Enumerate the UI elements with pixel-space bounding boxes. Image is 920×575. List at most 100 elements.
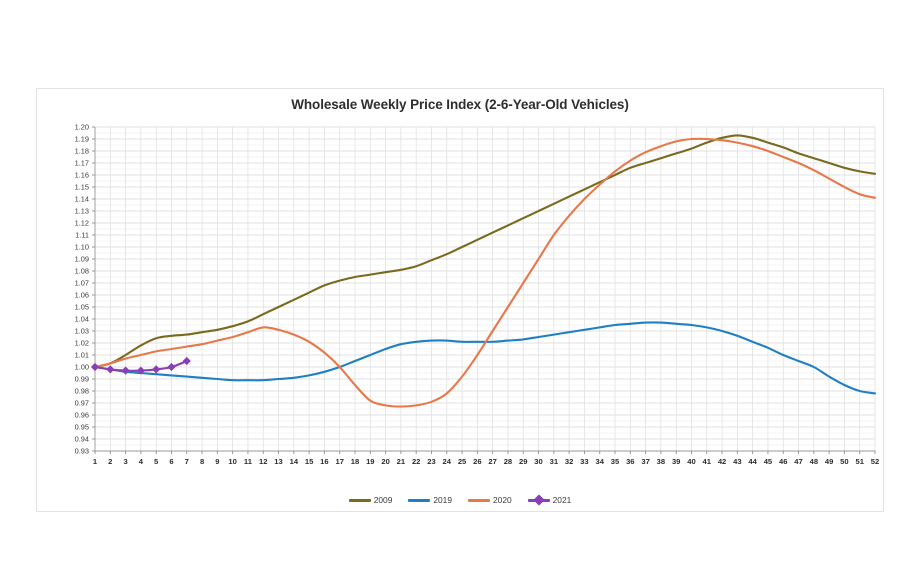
x-tick-label: 9 xyxy=(215,457,219,466)
legend-swatch-icon xyxy=(527,493,550,506)
series-marker-2021 xyxy=(152,365,161,374)
series-marker-2021 xyxy=(90,362,100,372)
x-tick-label: 24 xyxy=(443,457,452,466)
y-tick-label: 1.02 xyxy=(75,339,89,348)
x-tick-label: 37 xyxy=(641,457,649,466)
legend-label: 2021 xyxy=(552,495,572,505)
legend-label: 2020 xyxy=(493,495,512,505)
y-tick-label: 1.01 xyxy=(75,351,89,360)
x-tick-label: 29 xyxy=(519,457,527,466)
x-tick-label: 10 xyxy=(228,457,236,466)
x-tick-label: 46 xyxy=(779,457,787,466)
series-marker-2021 xyxy=(182,356,191,366)
legend-item-2020[interactable]: 2020 xyxy=(468,495,512,505)
x-tick-label: 18 xyxy=(351,457,359,466)
legend-item-2009[interactable]: 2009 xyxy=(348,495,392,505)
x-tick-label: 32 xyxy=(565,457,573,466)
x-tick-label: 3 xyxy=(123,457,127,466)
x-tick-label: 13 xyxy=(274,457,282,466)
x-tick-label: 43 xyxy=(733,457,741,466)
x-tick-label: 50 xyxy=(840,457,848,466)
x-tick-label: 35 xyxy=(611,457,620,466)
vertical-gridlines xyxy=(94,127,876,451)
x-tick-label: 44 xyxy=(748,457,757,466)
x-tick-label: 27 xyxy=(488,457,496,466)
axis-lines xyxy=(94,127,875,452)
x-tick-label: 51 xyxy=(855,457,864,466)
series-marker-2021 xyxy=(106,365,115,374)
axis-tickmarks xyxy=(92,126,876,454)
y-tick-label: 1.14 xyxy=(75,195,89,204)
y-tick-label: 1.13 xyxy=(75,207,89,216)
data-series-group xyxy=(90,134,877,408)
y-axis-tick-labels: 1.20 1.19 1.18 1.17 1.16 1.15 1.14 1.13 1.12 1.11… xyxy=(75,123,89,456)
line-chart-svg: 1.20 1.19 1.18 1.17 1.16 1.15 1.14 1.13 1.12 1.11… xyxy=(75,123,880,466)
x-tick-label: 17 xyxy=(335,457,343,466)
y-tick-label: 1.16 xyxy=(75,171,89,180)
x-tick-label: 16 xyxy=(320,457,328,466)
x-tick-label: 45 xyxy=(764,457,773,466)
plot-area: 1.20 1.19 1.18 1.17 1.16 1.15 1.14 1.13 1.12 1.11… xyxy=(37,89,885,513)
x-tick-label: 38 xyxy=(657,457,665,466)
x-tick-label: 20 xyxy=(381,457,389,466)
horizontal-gridlines xyxy=(95,126,875,452)
x-tick-label: 52 xyxy=(871,457,879,466)
x-tick-label: 30 xyxy=(534,457,542,466)
legend-marker-icon xyxy=(532,493,545,506)
x-tick-label: 48 xyxy=(810,457,818,466)
y-tick-label: 1.05 xyxy=(75,303,89,312)
y-tick-label: 1.06 xyxy=(75,291,89,300)
y-tick-label: 1.08 xyxy=(75,267,89,276)
x-tick-label: 5 xyxy=(154,457,159,466)
x-tick-label: 40 xyxy=(687,457,695,466)
legend-swatch-icon xyxy=(408,498,431,502)
chart-legend: 2009 2019 2020 2021 xyxy=(37,493,883,506)
y-tick-label: 1.19 xyxy=(75,135,89,144)
x-tick-label: 2 xyxy=(108,457,112,466)
x-tick-label: 7 xyxy=(185,457,189,466)
x-tick-label: 26 xyxy=(473,457,481,466)
y-tick-label: 0.93 xyxy=(75,447,89,456)
x-tick-label: 49 xyxy=(825,457,833,466)
y-tick-label: 0.95 xyxy=(75,423,89,432)
y-tick-label: 0.98 xyxy=(75,387,89,396)
x-tick-label: 21 xyxy=(397,457,406,466)
legend-item-2021[interactable]: 2021 xyxy=(527,493,572,506)
series-line-2009 xyxy=(93,134,877,369)
x-tick-label: 8 xyxy=(200,457,204,466)
legend-swatch-icon xyxy=(348,498,371,502)
y-tick-label: 1.12 xyxy=(75,219,89,228)
x-tick-label: 31 xyxy=(550,457,559,466)
x-tick-label: 19 xyxy=(366,457,374,466)
legend-swatch-icon xyxy=(468,498,490,502)
x-tick-label: 41 xyxy=(703,457,712,466)
x-tick-label: 47 xyxy=(794,457,802,466)
y-tick-label: 0.99 xyxy=(75,375,89,384)
y-tick-label: 1.10 xyxy=(75,243,89,252)
x-tick-label: 33 xyxy=(580,457,588,466)
x-axis-tick-labels: 1 2 3 4 5 6 7 8 9 10 11 12 13 14 15 16 17 18 19 20 21 22 23 24 2… xyxy=(93,457,879,466)
series-line-2019 xyxy=(93,321,877,395)
y-tick-label: 1.00 xyxy=(75,363,89,372)
y-tick-label: 1.15 xyxy=(75,183,89,192)
chart-title: Wholesale Weekly Price Index (2-6-Year-O… xyxy=(291,97,629,112)
chart-card: Wholesale Weekly Price Index (2-6-Year-O… xyxy=(36,88,884,512)
y-tick-label: 1.11 xyxy=(75,231,89,240)
legend-label: 2019 xyxy=(433,495,452,505)
x-tick-label: 1 xyxy=(93,457,98,466)
y-tick-label: 0.96 xyxy=(75,411,89,420)
legend-item-2019[interactable]: 2019 xyxy=(408,495,452,505)
x-tick-label: 42 xyxy=(718,457,726,466)
x-tick-label: 22 xyxy=(412,457,420,466)
y-tick-label: 1.20 xyxy=(75,123,89,132)
y-tick-label: 1.09 xyxy=(75,255,89,264)
x-tick-label: 36 xyxy=(626,457,634,466)
x-tick-label: 4 xyxy=(139,457,144,466)
x-tick-label: 25 xyxy=(458,457,467,466)
x-tick-label: 34 xyxy=(595,457,604,466)
x-tick-label: 12 xyxy=(259,457,267,466)
x-tick-label: 39 xyxy=(672,457,680,466)
series-marker-2021 xyxy=(121,366,130,375)
y-tick-label: 1.03 xyxy=(75,327,89,336)
series-marker-2021 xyxy=(167,362,176,372)
